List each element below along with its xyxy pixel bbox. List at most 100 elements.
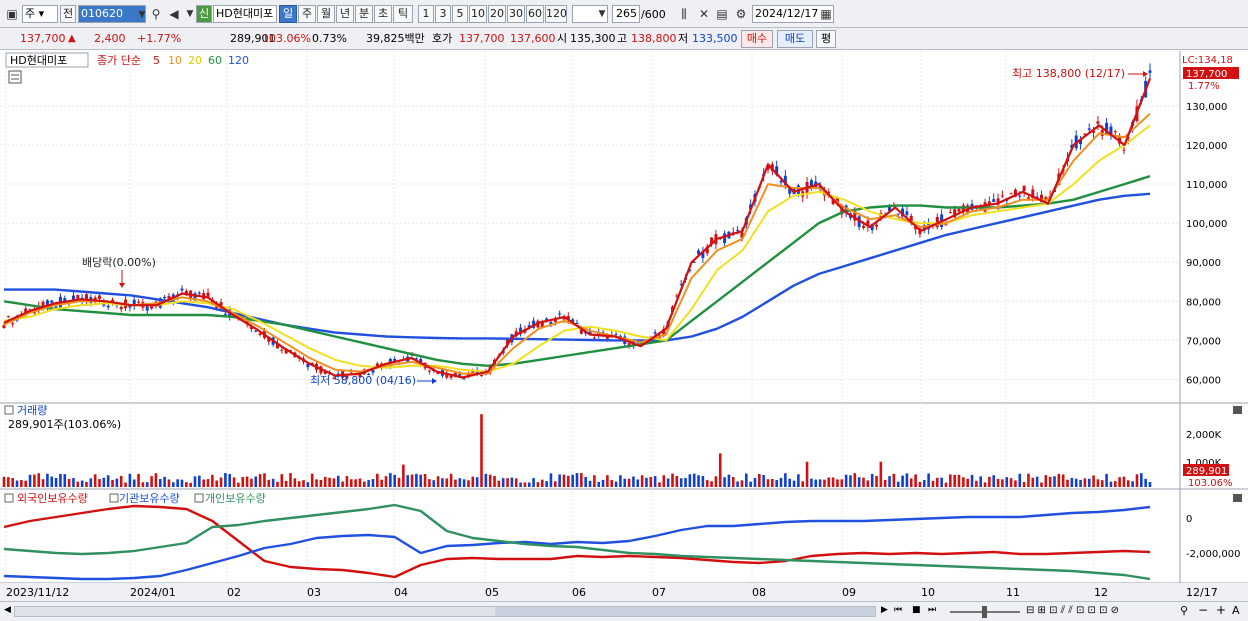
- price-chart[interactable]: HD현대미포 종가 단순 5 10 20 60 120 LC:134,18 13…: [0, 51, 1248, 601]
- period-tick[interactable]: 틱: [393, 5, 413, 23]
- scrollbar-thumb[interactable]: [495, 607, 875, 616]
- x-axis-label: 07: [652, 586, 666, 599]
- stop-icon[interactable]: ■: [912, 605, 921, 615]
- price-tick-label: 100,000: [1186, 219, 1227, 230]
- candle-body: [11, 323, 15, 325]
- go-end-icon[interactable]: ⏭: [928, 605, 937, 615]
- gear-icon[interactable]: ⚙: [735, 7, 747, 21]
- stock-code-input[interactable]: 010620: [78, 5, 146, 23]
- volume-bar: [154, 473, 158, 487]
- candle-body: [76, 295, 80, 301]
- volume-panel-close-icon[interactable]: [1233, 406, 1242, 414]
- volume-panel-icon[interactable]: [4, 405, 14, 415]
- auto-scale-icon[interactable]: A: [1232, 604, 1240, 617]
- period-second[interactable]: 초: [374, 5, 392, 23]
- candle-body: [592, 337, 596, 339]
- candle-body: [280, 349, 284, 351]
- volume-bar: [914, 474, 917, 487]
- ma60-legend: 60: [208, 54, 222, 67]
- interval-5[interactable]: 5: [452, 5, 468, 23]
- candle-body: [1013, 189, 1017, 197]
- zoom-out-icon[interactable]: −: [1198, 603, 1209, 617]
- individual-legend-icon[interactable]: [194, 493, 204, 503]
- interval-120[interactable]: 120: [545, 5, 567, 23]
- volume-bar: [224, 473, 227, 487]
- volume-bar: [402, 464, 405, 487]
- volume-bar: [1070, 477, 1074, 487]
- period-month[interactable]: 월: [317, 5, 335, 23]
- eval-button[interactable]: 평: [816, 30, 836, 48]
- magnifier-icon[interactable]: ⚲: [1180, 604, 1189, 617]
- high-price: 138,800: [631, 32, 677, 45]
- interval-1[interactable]: 1: [418, 5, 434, 23]
- zoom-slider-handle[interactable]: [982, 606, 987, 618]
- candle-body: [1026, 197, 1030, 199]
- sell-button[interactable]: 매도: [777, 30, 813, 48]
- period-week[interactable]: 주: [298, 5, 316, 23]
- prev-button[interactable]: 전: [60, 5, 76, 23]
- candle-body: [862, 226, 865, 228]
- x-axis-label: 2023/11/12: [6, 586, 69, 599]
- zoom-in-icon[interactable]: +: [1216, 603, 1227, 617]
- volume-bar: [705, 480, 709, 487]
- interval-60[interactable]: 60: [526, 5, 544, 23]
- volume-bar: [1018, 473, 1022, 487]
- price-tick-label: 90,000: [1186, 258, 1221, 269]
- candle-body: [705, 246, 709, 254]
- crosshair-icon[interactable]: ✕: [698, 7, 710, 21]
- period-day[interactable]: 일: [279, 5, 297, 23]
- search-icon[interactable]: ⚲: [151, 7, 161, 21]
- candle-icon[interactable]: ⫼: [681, 7, 687, 21]
- candle-body: [98, 295, 101, 299]
- date-input[interactable]: 2024/12/17: [752, 5, 834, 23]
- count-input[interactable]: 265: [612, 5, 640, 23]
- volume-bar: [358, 478, 362, 487]
- scroll-left-icon[interactable]: ◀: [4, 605, 11, 615]
- holding-panel-close-icon[interactable]: [1233, 494, 1242, 502]
- foreign-legend: 외국인보유수량: [17, 492, 88, 505]
- volume-bar: [1126, 480, 1130, 487]
- individual-holding-line: [3, 503, 1151, 581]
- volume-bar: [449, 473, 453, 487]
- ask-price: 137,700: [459, 32, 505, 45]
- period-year[interactable]: 년: [336, 5, 354, 23]
- calculator-icon[interactable]: [8, 70, 22, 84]
- code-dropdown-icon[interactable]: ▼: [138, 10, 146, 20]
- interval-10[interactable]: 10: [469, 5, 487, 23]
- ma120-line: [4, 192, 1151, 342]
- volume-bar: [128, 473, 132, 487]
- candle-body: [1087, 128, 1091, 130]
- horizontal-scrollbar[interactable]: [14, 606, 876, 617]
- candle-body: [1096, 121, 1100, 124]
- tool-icons[interactable]: ⊟ ⊞ ⊡ ⫽ ⫽ ⊡ ⊡ ⊡ ⊘: [1026, 605, 1120, 616]
- volume-bar: [619, 475, 622, 487]
- volume-bar: [432, 480, 436, 487]
- interval-custom-input[interactable]: [572, 5, 608, 23]
- scroll-right-icon[interactable]: ▶: [881, 605, 888, 615]
- interval-dropdown-icon[interactable]: ▼: [598, 9, 606, 19]
- calendar-icon[interactable]: ▦: [820, 7, 832, 21]
- candle-body: [71, 295, 75, 301]
- volume-bar: [137, 473, 140, 487]
- market-select[interactable]: 주 ▾: [22, 5, 58, 23]
- interval-30[interactable]: 30: [507, 5, 525, 23]
- volume-bar: [367, 480, 370, 487]
- window-icon[interactable]: ▣: [6, 7, 18, 21]
- institution-legend-icon[interactable]: [109, 493, 119, 503]
- dividend-annotation: 배당락(0.00%): [82, 256, 156, 269]
- interval-3[interactable]: 3: [435, 5, 451, 23]
- candle-body: [688, 269, 692, 271]
- volume-bar: [211, 474, 214, 487]
- save-icon[interactable]: ▤: [716, 7, 728, 21]
- speaker-icon[interactable]: ◀: [169, 7, 179, 21]
- ma5-legend: 5: [153, 54, 160, 67]
- holding-panel-icon[interactable]: [4, 493, 14, 503]
- candle-body: [922, 224, 926, 231]
- go-start-icon[interactable]: ⏮: [894, 605, 903, 615]
- buy-button[interactable]: 매수: [741, 30, 773, 48]
- volume-bar: [371, 479, 375, 487]
- speaker-dropdown-icon[interactable]: ▼: [186, 9, 194, 19]
- period-minute[interactable]: 분: [355, 5, 373, 23]
- volume-bar: [853, 473, 857, 487]
- interval-20[interactable]: 20: [488, 5, 506, 23]
